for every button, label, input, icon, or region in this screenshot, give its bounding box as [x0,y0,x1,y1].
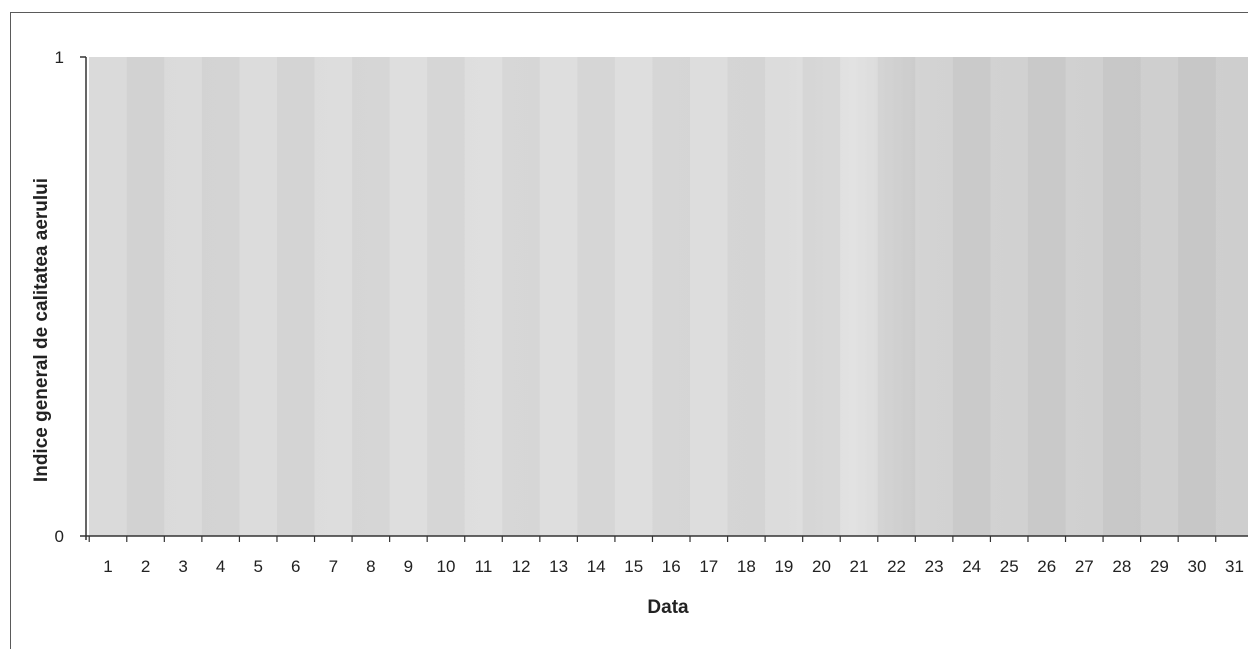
x-tick-label-30: 30 [1187,557,1206,576]
bar-27 [1065,57,1104,536]
x-tick-label-7: 7 [329,557,338,576]
y-tick-label: 1 [55,48,64,67]
bar-23 [915,57,953,536]
x-tick-label-2: 2 [141,557,150,576]
bar-22 [877,57,916,536]
x-tick-label-8: 8 [366,557,375,576]
bar-13 [539,57,578,536]
y-ticks-group: 01 [55,48,86,546]
bar-11 [464,57,503,536]
x-tick-label-17: 17 [699,557,718,576]
x-tick-label-24: 24 [962,557,981,576]
x-tick-label-20: 20 [812,557,831,576]
bar-15 [614,57,653,536]
plot-area [89,57,1248,536]
x-tick-label-10: 10 [436,557,455,576]
x-tick-label-28: 28 [1112,557,1131,576]
x-ticks-group: 1 2 3 4 5 6 7 8 9 10 11 12 13 14 15 16 17 18 19 20 21 22 23 24 2… [88,536,1244,576]
bar-10 [427,57,465,536]
x-tick-label-31: 31 [1225,557,1244,576]
bar-25 [990,57,1028,536]
bar-16 [652,57,691,536]
x-axis-title: Data [647,597,689,618]
bar-8 [352,57,390,536]
x-tick-label-13: 13 [549,557,568,576]
x-tick-label-15: 15 [624,557,643,576]
bar-17 [690,57,728,536]
bar-20 [802,57,841,536]
bar-18 [727,57,766,536]
bar-4 [201,57,240,536]
x-tick-label-25: 25 [1000,557,1019,576]
bar-30 [1178,57,1216,536]
bar-31 [1215,57,1248,536]
x-tick-label-12: 12 [512,557,531,576]
x-tick-label-22: 22 [887,557,906,576]
x-tick-label-29: 29 [1150,557,1169,576]
bar-12 [502,57,540,536]
x-tick-label-16: 16 [662,557,681,576]
bar-24 [952,57,991,536]
bar-29 [1140,57,1179,536]
x-tick-label-4: 4 [216,557,225,576]
x-tick-label-3: 3 [178,557,187,576]
bar-6 [276,57,315,536]
x-tick-label-19: 19 [774,557,793,576]
x-tick-label-9: 9 [404,557,413,576]
y-axis-title: Indice general de calitatea aerului [31,178,52,482]
bars-group [89,57,1248,536]
bar-9 [389,57,428,536]
x-tick-label-5: 5 [253,557,262,576]
y-tick-label: 0 [55,527,64,546]
bar-7 [314,57,353,536]
x-tick-label-23: 23 [925,557,944,576]
x-tick-label-14: 14 [587,557,606,576]
bar-21 [840,57,878,536]
bar-28 [1103,57,1141,536]
x-tick-label-18: 18 [737,557,756,576]
x-tick-label-11: 11 [475,557,493,576]
bar-3 [164,57,202,536]
bar-14 [577,57,615,536]
bar-2 [126,57,165,536]
bar-5 [239,57,277,536]
bar-1 [89,57,127,536]
bar-26 [1027,57,1066,536]
chart-frame [10,12,1248,649]
x-tick-label-26: 26 [1037,557,1056,576]
x-tick-label-6: 6 [291,557,300,576]
x-tick-label-21: 21 [850,557,869,576]
x-tick-label-27: 27 [1075,557,1094,576]
bar-19 [765,57,803,536]
x-tick-label-1: 1 [103,557,112,576]
